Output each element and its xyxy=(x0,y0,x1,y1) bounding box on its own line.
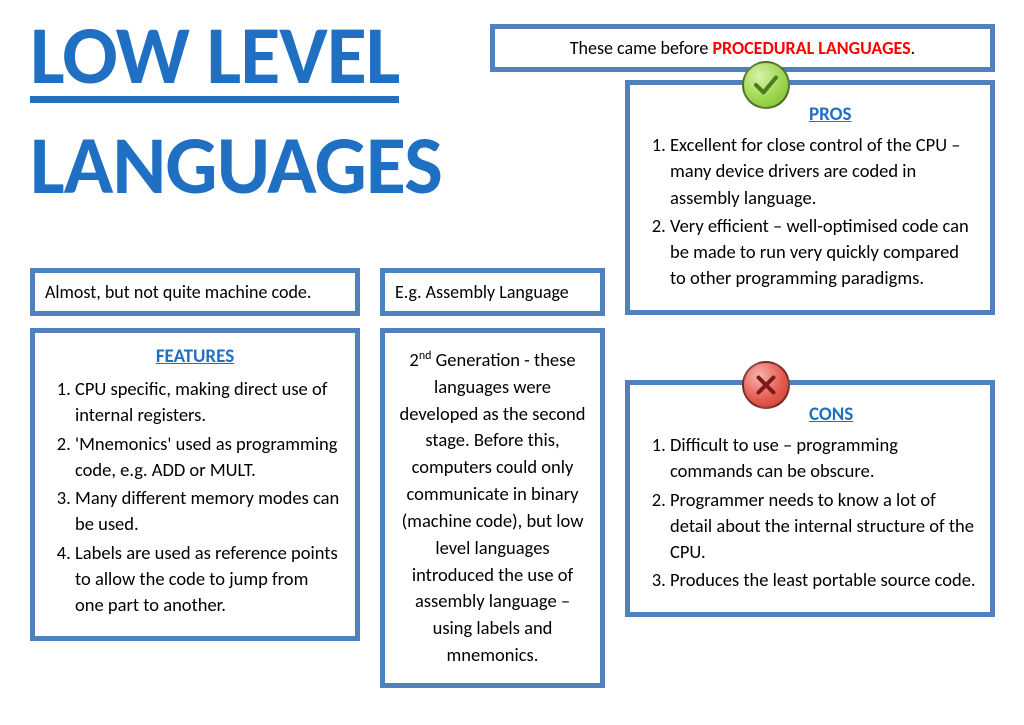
note-procedural-suffix: . xyxy=(911,37,916,59)
features-item: Labels are used as reference points to a… xyxy=(75,540,341,619)
cross-icon xyxy=(742,361,790,409)
subtitle-assembly: E.g. Assembly Language xyxy=(380,268,605,316)
main-title: LOW LEVEL LANGUAGES xyxy=(30,18,442,207)
cons-item: Programmer needs to know a lot of detail… xyxy=(670,487,976,566)
cons-item: Difficult to use – programming commands … xyxy=(670,432,976,485)
pros-box: PROS Excellent for close control of the … xyxy=(625,80,995,315)
generation-ordinal-num: 2 xyxy=(409,348,418,371)
features-heading: FEATURES xyxy=(49,345,341,368)
generation-body: Generation - these languages were develo… xyxy=(400,348,586,666)
note-procedural-prefix: These came before xyxy=(570,37,713,59)
cons-heading: CONS xyxy=(809,403,976,426)
pros-item: Very efficient – well-optimised code can… xyxy=(670,213,976,292)
note-procedural: These came before PROCEDURAL LANGUAGES. xyxy=(490,24,995,72)
features-item: 'Mnemonics' used as programming code, e.… xyxy=(75,431,341,484)
cons-list: Difficult to use – programming commands … xyxy=(644,432,976,594)
check-icon xyxy=(742,61,790,109)
subtitle-machine-code: Almost, but not quite machine code. xyxy=(30,268,360,316)
features-item: CPU specific, making direct use of inter… xyxy=(75,376,341,429)
generation-ordinal-suffix: nd xyxy=(419,349,432,363)
generation-box: 2nd Generation - these languages were de… xyxy=(380,328,605,688)
cons-item: Produces the least portable source code. xyxy=(670,567,976,593)
pros-item: Excellent for close control of the CPU –… xyxy=(670,132,976,211)
features-item: Many different memory modes can be used. xyxy=(75,485,341,538)
pros-list: Excellent for close control of the CPU –… xyxy=(644,132,976,292)
cons-box: CONS Difficult to use – programming comm… xyxy=(625,380,995,617)
title-line2: LANGUAGES xyxy=(30,125,442,207)
features-box: FEATURES CPU specific, making direct use… xyxy=(30,328,360,641)
pros-heading: PROS xyxy=(809,103,976,126)
title-line1: LOW LEVEL xyxy=(30,18,399,103)
note-procedural-highlight: PROCEDURAL LANGUAGES xyxy=(712,37,910,59)
features-list: CPU specific, making direct use of inter… xyxy=(49,376,341,618)
